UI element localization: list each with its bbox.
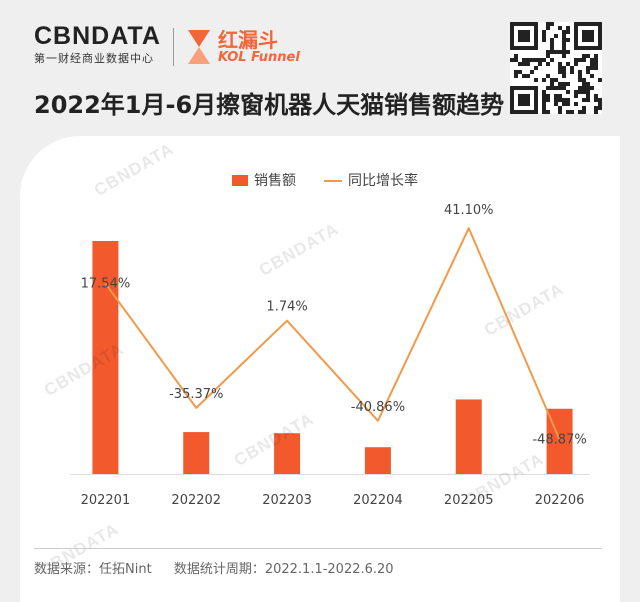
data-label: -48.87%: [532, 433, 586, 448]
footer-divider: [34, 548, 602, 549]
page-title: 2022年1月-6月擦窗机器人天猫销售额趋势: [34, 91, 505, 119]
x-tick-label: 202204: [353, 493, 403, 508]
x-tick-label: 202202: [171, 493, 221, 508]
data-label: 17.54%: [81, 277, 131, 292]
legend-bar-label: 销售额: [254, 173, 296, 189]
combo-chart: 销售额 同比增长率 17.54% -35.37% 1.74% -40.86% 41.10% -…: [70, 172, 590, 508]
chart-card: 销售额 同比增长率 17.54% -35.37% 1.74% -40.86% 41.10% -…: [20, 136, 620, 602]
x-tick-label: 202206: [535, 493, 585, 508]
data-label: 1.74%: [266, 300, 307, 315]
data-source: 数据来源：任拓Nint: [34, 562, 152, 577]
data-label: 41.10%: [444, 203, 494, 218]
x-tick-label: 202205: [444, 493, 494, 508]
brand-logo: CBNDATA: [34, 22, 161, 50]
legend-line-label: 同比增长率: [348, 172, 418, 189]
bar: [92, 241, 119, 474]
footer: 数据来源：任拓Nint 数据统计周期：2022.1.1-2022.6.20: [34, 558, 394, 577]
x-tick-label: 202201: [81, 493, 131, 508]
header-divider: [173, 28, 174, 66]
brand-subtitle: 第一财经商业数据中心: [34, 52, 154, 65]
data-label: -40.86%: [351, 400, 405, 415]
hourglass-icon: [188, 30, 210, 64]
data-period: 数据统计周期：2022.1.1-2022.6.20: [173, 562, 394, 577]
header: CBNDATA 第一财经商业数据中心 红漏斗 KOL Funnel 2022年1…: [0, 0, 640, 140]
partner-logo-cn: 红漏斗: [218, 28, 278, 52]
growth-line: [104, 227, 561, 440]
data-label: -35.37%: [169, 387, 223, 402]
bar: [364, 447, 391, 474]
bar: [455, 399, 482, 474]
qr-code-icon: [510, 22, 602, 114]
legend-bar-swatch: [232, 175, 248, 186]
bar: [274, 433, 301, 474]
x-tick-label: 202203: [262, 493, 312, 508]
partner-logo-en: KOL Funnel: [218, 50, 300, 65]
bar: [183, 432, 210, 474]
